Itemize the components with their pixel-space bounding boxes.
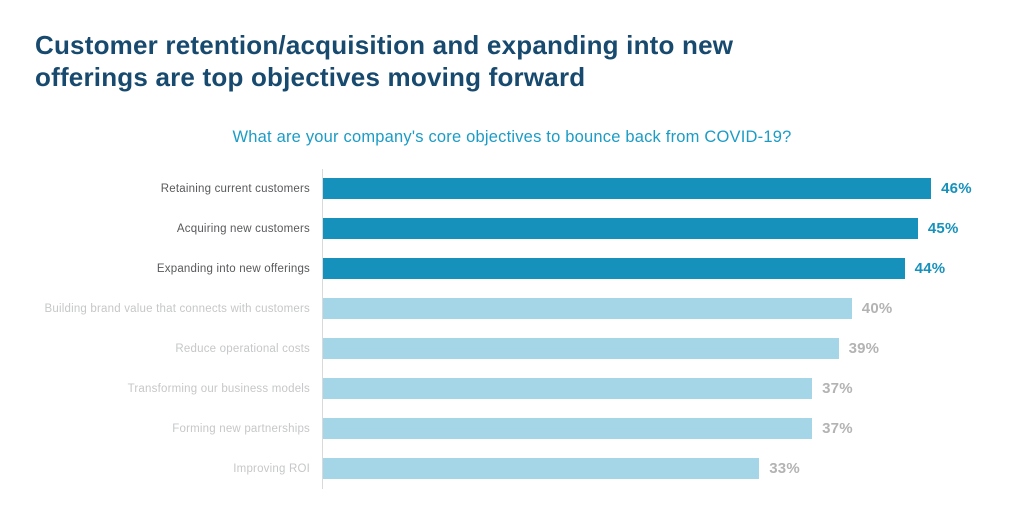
- bar: [323, 458, 760, 480]
- chart-rows: Retaining current customers 46% Acquiring …: [35, 168, 984, 489]
- bar-area: 37%: [322, 408, 984, 449]
- value-label: 44%: [914, 260, 946, 278]
- bar-chart: Retaining current customers 46% Acquiring …: [35, 168, 984, 489]
- category-label: Transforming our business models: [127, 382, 310, 395]
- category-label: Improving ROI: [233, 462, 310, 475]
- bar-area: 39%: [322, 328, 984, 369]
- chart-row: Retaining current customers 46%: [35, 168, 984, 209]
- chart-row: Expanding into new offerings 44%: [35, 248, 984, 289]
- page-title: Customer retention/acquisition and expan…: [0, 0, 1024, 94]
- bar: [323, 378, 813, 400]
- bar: [323, 338, 839, 360]
- bar-area: 45%: [322, 208, 984, 249]
- bar: [323, 218, 918, 240]
- chart-row: Acquiring new customers 45%: [35, 208, 984, 249]
- chart-row: Forming new partnerships 37%: [35, 408, 984, 449]
- bar: [323, 258, 905, 280]
- category-label: Expanding into new offerings: [156, 262, 310, 275]
- chart-row: Transforming our business models 37%: [35, 368, 984, 409]
- value-label: 37%: [822, 420, 853, 438]
- category-label: Acquiring new customers: [176, 222, 310, 235]
- value-label: 33%: [769, 460, 800, 478]
- bar-area: 33%: [322, 448, 984, 489]
- bar-area: 44%: [322, 248, 984, 289]
- category-label: Retaining current customers: [160, 182, 310, 195]
- page-title-line1: Customer retention/acquisition and expan…: [35, 30, 734, 60]
- value-label: 46%: [941, 180, 972, 198]
- chart-row: Reduce operational costs 39%: [35, 328, 984, 369]
- page-title-line2: offerings are top objectives moving forw…: [35, 61, 586, 92]
- bar-area: 46%: [322, 168, 984, 209]
- category-label: Forming new partnerships: [172, 422, 310, 435]
- bar-area: 37%: [322, 368, 984, 409]
- bar: [323, 418, 813, 440]
- category-label: Reduce operational costs: [175, 342, 310, 355]
- category-label: Building brand value that connects with …: [44, 302, 310, 315]
- chart-title: What are your company's core objectives …: [232, 127, 792, 146]
- bar: [323, 298, 852, 320]
- chart-row: Building brand value that connects with …: [35, 288, 984, 329]
- bar-area: 40%: [322, 288, 984, 329]
- bar: [323, 178, 932, 200]
- value-label: 40%: [861, 300, 893, 318]
- value-label: 39%: [848, 340, 880, 358]
- chart-row: Improving ROI 33%: [35, 448, 984, 489]
- value-label: 45%: [927, 220, 959, 238]
- value-label: 37%: [822, 380, 853, 398]
